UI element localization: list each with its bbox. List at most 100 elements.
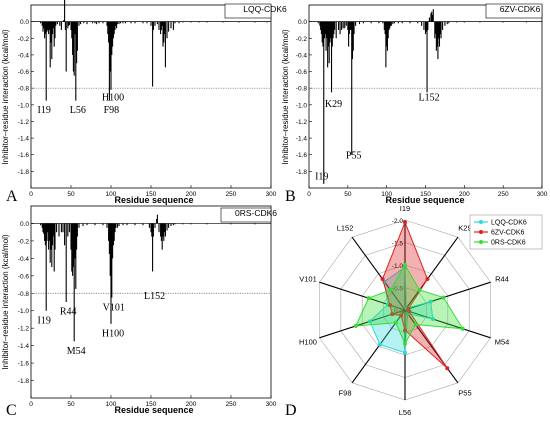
panel-b-annotation: P55 — [346, 151, 362, 162]
panel-b-ytick-label: -1.8 — [296, 169, 308, 176]
panel-c-ytick-label: -0.8 — [18, 291, 30, 298]
panel-d-letter: D — [285, 402, 297, 419]
panel-b-ytick-label: -0.2 — [296, 36, 308, 43]
radar-axis-label: H100 — [299, 338, 317, 347]
panel-c-annotation: R44 — [60, 307, 77, 318]
panel-a-xtick-label: 200 — [186, 191, 197, 198]
radar-point — [377, 342, 382, 347]
radar-point — [417, 287, 422, 292]
panel-b-legend-box — [485, 3, 543, 19]
radar-point — [393, 320, 398, 325]
panel-a-annotation: F98 — [104, 105, 120, 116]
panel-d-radar-chart: D -2.0 -1.5 -1.0 -0.5 0.0 I19 K29 R44 M54 P55 L56 F… — [285, 204, 543, 419]
panel-b-ytick-label: -0.8 — [296, 86, 308, 93]
panel-a-xtick-label: 250 — [226, 191, 237, 198]
panel-c-legend-box — [220, 207, 272, 223]
radar-spoke — [351, 236, 406, 311]
radar-axis-label: M54 — [495, 338, 510, 347]
panel-a-ylabel: Inhibitor–residue interaction (kcal/mol) — [1, 29, 10, 165]
panel-c-annotation: L152 — [144, 291, 165, 302]
radar-point — [460, 326, 465, 331]
radar-point — [403, 263, 407, 267]
panel-c-xtick-label: 200 — [186, 401, 197, 408]
panel-c-ytick-label: -0.2 — [18, 238, 30, 245]
panel-c-ytick-label: -1.8 — [18, 378, 30, 385]
panel-a-ytick-label: -1.2 — [18, 119, 30, 126]
panel-a-bar-chart: A Residue sequence LQQ-CDK6 0.0 -0.2 -0.4 -0… — [6, 0, 287, 205]
panel-b-xtick-label: 50 — [344, 191, 352, 198]
radar-point — [425, 277, 430, 282]
panel-c-xtick-label: 100 — [106, 401, 117, 408]
panel-c-xtick-label: 50 — [67, 401, 75, 408]
radar-r-tick-label: -1.0 — [392, 263, 404, 270]
radar-legend-marker — [479, 240, 483, 244]
panel-b-xtick-label: 0 — [307, 191, 311, 198]
panel-a-letter: A — [6, 188, 18, 205]
radar-point — [403, 220, 407, 225]
panel-b-annotation: L152 — [418, 93, 439, 104]
radar-spoke — [404, 309, 491, 339]
radar-point — [445, 366, 450, 371]
panel-b-xtick-label: 150 — [420, 191, 431, 198]
panel-b-xtick-label: 100 — [381, 191, 392, 198]
radar-axis-label: R44 — [495, 274, 509, 283]
radar-axis-label: P55 — [458, 389, 471, 398]
radar-point — [403, 350, 407, 355]
panel-a-ytick-label: -1.8 — [18, 169, 30, 176]
radar-point — [366, 296, 371, 301]
panel-a-xtick-label: 100 — [106, 191, 117, 198]
panel-b-letter: B — [285, 188, 296, 205]
panel-c-xtick-label: 300 — [266, 401, 277, 408]
panel-a-legend: LQQ-CDK6 — [243, 4, 287, 14]
radar-legend-label: 6ZV-CDK6 — [491, 230, 525, 237]
panel-c-xtick-label: 250 — [226, 401, 237, 408]
radar-r-tick-label: -2.0 — [392, 218, 404, 225]
panel-a-ytick-label: -0.4 — [18, 52, 30, 59]
radar-axis-label: I19 — [400, 204, 410, 213]
radar-spoke — [404, 309, 459, 384]
panel-b-ytick-label: -1.0 — [296, 102, 308, 109]
radar-r-tick-label: -1.5 — [392, 241, 404, 248]
panel-a-ytick-label: -0.8 — [18, 86, 30, 93]
radar-point — [403, 341, 407, 346]
panel-a-xtick-label: 150 — [146, 191, 157, 198]
panel-c-xlabel: Residue sequence — [114, 405, 193, 415]
panel-a-annotation: L56 — [70, 105, 86, 116]
panel-b-xtick-label: 250 — [498, 191, 509, 198]
panel-b-xtick-label: 200 — [459, 191, 470, 198]
panel-b-xlabel: Residue sequence — [385, 195, 464, 205]
radar-series-area — [354, 264, 464, 345]
panel-c-bar-chart: C Residue sequence 0RS-CDK6 0.0 -0.2 -0.4 -0… — [6, 205, 277, 419]
panel-c-ytick-label: -1.0 — [18, 308, 30, 315]
radar-axis-label: F98 — [339, 389, 352, 398]
panel-a-ytick-label: -1.4 — [18, 136, 30, 143]
radar-legend-label: LQQ-CDK6 — [491, 220, 527, 227]
radar-spoke — [404, 236, 459, 311]
panel-c-ytick-label: -1.4 — [18, 343, 30, 350]
radar-axis-label: L56 — [399, 408, 412, 417]
panel-a-xtick-label: 300 — [266, 191, 277, 198]
radar-spoke — [404, 281, 491, 311]
radar-point — [413, 322, 418, 327]
panel-b-xtick-label: 300 — [537, 191, 548, 198]
panel-a-xlabel: Residue sequence — [114, 195, 193, 205]
radar-legend-label: 0RS-CDK6 — [491, 240, 526, 247]
radar-point — [403, 328, 407, 333]
radar-axis-label: V101 — [299, 274, 317, 283]
radar-point — [380, 277, 385, 282]
panel-b-annotation: K29 — [325, 99, 342, 110]
panel-c-letter: C — [6, 402, 17, 419]
radar-legend-marker — [479, 230, 483, 234]
panel-b-ylabel: Inhibitor–residue interaction (kcal/mol) — [281, 29, 290, 165]
panel-c-ytick-label: 0.0 — [20, 221, 29, 228]
panel-c-ytick-label: -1.6 — [18, 361, 30, 368]
radar-legend-marker — [479, 220, 483, 224]
panel-a-ytick-label: -0.6 — [18, 69, 30, 76]
radar-axis-label: K29 — [458, 223, 471, 232]
panel-a-ytick-label: -1.0 — [18, 102, 30, 109]
radar-point — [399, 313, 404, 318]
radar-point — [428, 299, 433, 304]
radar-point — [388, 287, 393, 292]
radar-point — [388, 303, 393, 308]
panel-b-ytick-label: -0.4 — [296, 52, 308, 59]
